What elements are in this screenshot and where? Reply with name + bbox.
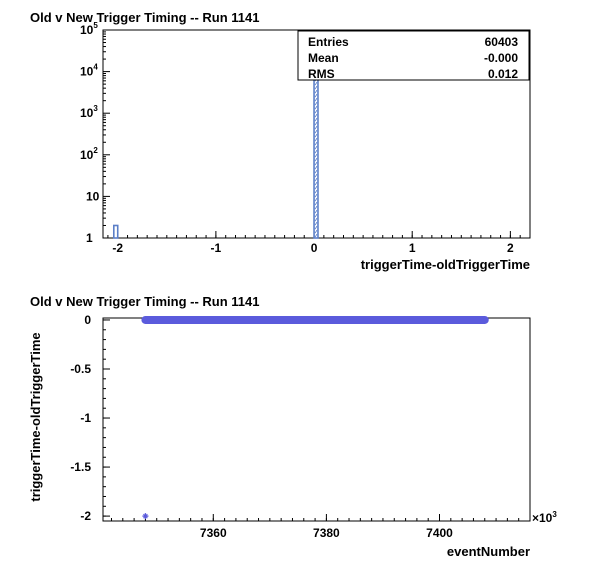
- histogram-bin-hatch: [314, 161, 318, 166]
- scatter-panel: Old v New Trigger Timing -- Run 1141 736…: [28, 294, 557, 559]
- scatter-y-tick-label: 0: [84, 313, 91, 327]
- scatter-y-axis-label: triggerTime-oldTriggerTime: [28, 332, 43, 501]
- stats-label: Entries: [308, 35, 349, 49]
- scatter-marks: [141, 315, 489, 520]
- histogram-bin-hatch: [314, 157, 318, 162]
- histogram-bin-hatch: [314, 197, 318, 202]
- histogram-bin-hatch: [314, 145, 318, 150]
- histogram-bin-hatch: [314, 177, 318, 182]
- scatter-x-axis-label: eventNumber: [447, 544, 530, 559]
- scatter-x-tick-label: 7380: [313, 526, 340, 540]
- histogram-bin-hatch: [314, 225, 318, 230]
- stats-value: 0.012: [488, 67, 518, 81]
- histogram-bin-hatch: [314, 121, 318, 126]
- histogram-bin-hatch: [314, 205, 318, 210]
- histogram-bin-hatch: [314, 117, 318, 122]
- histogram-bin-hatch: [314, 109, 318, 114]
- histogram-bin-hatch: [314, 137, 318, 142]
- histogram-bin-hatch: [314, 133, 318, 138]
- histogram-bin-hatch: [314, 105, 318, 110]
- scatter-title: Old v New Trigger Timing -- Run 1141: [30, 294, 259, 309]
- histogram-bins: [112, 38, 319, 239]
- histogram-bin-hatch: [314, 213, 318, 218]
- histogram-bin-hatch: [314, 221, 318, 226]
- histogram-x-tick-label: -2: [112, 241, 123, 255]
- histogram-x-ticks: -2 -1 0 1 2: [112, 231, 514, 255]
- histogram-bin-hatch: [314, 93, 318, 98]
- scatter-x-multiplier: ×103: [532, 510, 557, 525]
- histogram-x-tick-label: -1: [211, 241, 222, 255]
- stats-value: -0.000: [484, 51, 518, 65]
- histogram-y-tick-label: 104: [80, 63, 98, 79]
- histogram-bin-hatch: [314, 169, 318, 174]
- histogram-bin-hatch: [314, 89, 318, 94]
- histogram-bin: [112, 224, 119, 239]
- histogram-x-tick-label: 0: [311, 241, 318, 255]
- histogram-bin-hatch: [314, 153, 318, 158]
- scatter-minor-ticks: [103, 319, 531, 521]
- histogram-y-tick-label: 10: [86, 189, 100, 203]
- histogram-bin-hatch: [314, 189, 318, 194]
- histogram-y-tick-label: 105: [80, 21, 98, 37]
- histogram-bin-hatch: [314, 125, 318, 130]
- histogram-bin-hatch: [314, 149, 318, 154]
- scatter-x-tick-label: 7400: [426, 526, 453, 540]
- histogram-x-tick-label: 2: [507, 241, 514, 255]
- stats-box-frame: [297, 30, 530, 81]
- histogram-bin-hatch: [314, 193, 318, 198]
- histogram-bin-hatch: [314, 185, 318, 190]
- histogram-bin-hatch: [314, 233, 318, 238]
- histogram-x-axis-label: triggerTime-oldTriggerTime: [361, 257, 530, 272]
- histogram-bin-hatch: [314, 81, 318, 86]
- histogram-bin-hatch: [314, 217, 318, 222]
- stats-label: Mean: [308, 51, 339, 65]
- stats-box: Entries 60403 Mean -0.000 RMS 0.012: [297, 30, 530, 81]
- histogram-bin-hatch: [314, 97, 318, 102]
- histogram-y-tick-label: 102: [80, 146, 98, 162]
- scatter-y-tick-label: -2: [80, 509, 91, 523]
- histogram-bin-hatch: [314, 85, 318, 90]
- histogram-bin-hatch: [314, 113, 318, 118]
- histogram-panel: Old v New Trigger Timing -- Run 1141 -2-…: [30, 10, 531, 272]
- histogram-title: Old v New Trigger Timing -- Run 1141: [30, 10, 259, 25]
- scatter-x-ticks: 7360 7380 7400: [200, 514, 453, 540]
- histogram-x-tick-label: 1: [409, 241, 416, 255]
- histogram-bin-hatch: [314, 101, 318, 106]
- histogram-y-tick-label: 103: [80, 104, 98, 120]
- histogram-bin-hatch: [314, 173, 318, 178]
- scatter-x-tick-label: 7360: [200, 526, 227, 540]
- scatter-y-ticks: 0 -0.5 -1 -1.5 -2: [70, 313, 110, 523]
- scatter-point: [142, 513, 149, 520]
- scatter-y-tick-label: -1.5: [70, 460, 91, 474]
- stats-label: RMS: [308, 67, 335, 81]
- histogram-bin-hatch: [314, 165, 318, 170]
- histogram-y-tick-label: 1: [86, 231, 93, 245]
- histogram-y-ticks: 1 10 102 103 104 105: [80, 21, 110, 245]
- scatter-frame: [102, 317, 531, 522]
- histogram-bin-hatch: [314, 181, 318, 186]
- histogram-bin-hatch: [314, 209, 318, 214]
- stats-value: 60403: [485, 35, 519, 49]
- histogram-bin-hatch: [314, 141, 318, 146]
- histogram-bin-hatch: [314, 201, 318, 206]
- histogram-bin-hatch: [314, 129, 318, 134]
- scatter-y-tick-label: -1: [80, 411, 91, 425]
- scatter-y-tick-label: -0.5: [70, 362, 91, 376]
- histogram-bin-hatch: [314, 229, 318, 234]
- stats-rows: Entries 60403 Mean -0.000 RMS 0.012: [308, 35, 518, 81]
